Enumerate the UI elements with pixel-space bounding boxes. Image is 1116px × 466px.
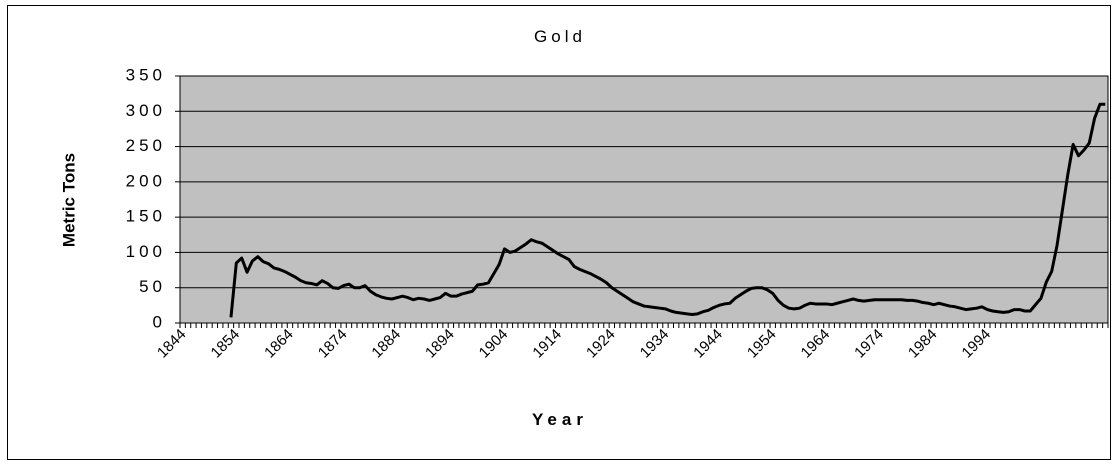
y-tick-label: 0 (153, 312, 166, 331)
y-tick-label: 50 (139, 277, 166, 296)
y-tick-label: 150 (126, 207, 166, 226)
chart-title: Gold (534, 27, 586, 46)
y-axis-title: Metric Tons (59, 153, 78, 247)
y-tick-label: 200 (126, 171, 166, 190)
plot-border (179, 75, 1109, 324)
y-tick-label: 250 (126, 136, 166, 155)
y-tick-label: 100 (126, 242, 166, 261)
data-line (229, 102, 1106, 318)
y-tick-label: 350 (126, 65, 166, 84)
y-tick-label: 300 (126, 101, 166, 120)
plot-area (180, 76, 1108, 323)
x-axis-title: Year (532, 410, 588, 429)
